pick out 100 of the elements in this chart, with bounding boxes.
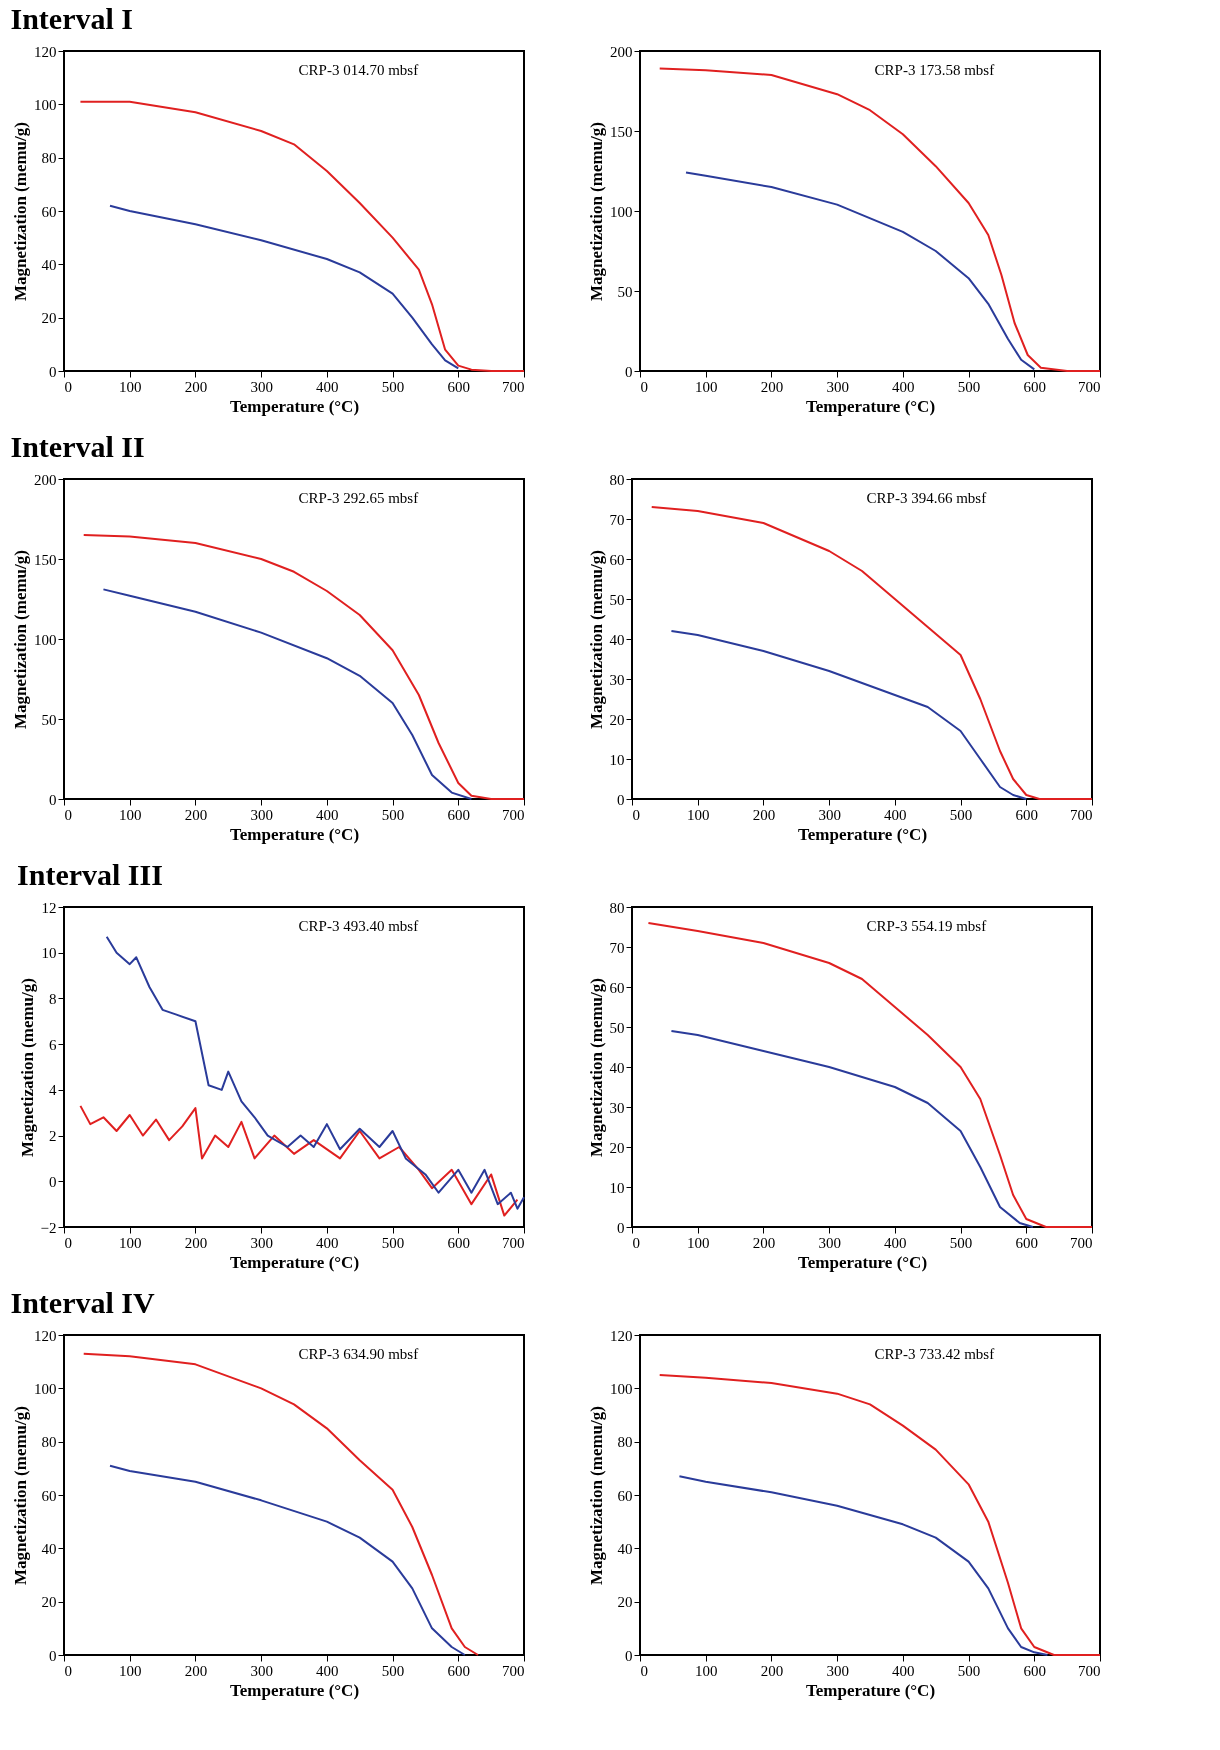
x-tick-label: 0 [640, 378, 648, 395]
x-tick-label: 300 [826, 1662, 849, 1679]
x-tick-label: 0 [64, 1662, 72, 1679]
chart-title: Interval III [17, 858, 163, 891]
y-tick-label: 20 [609, 1139, 625, 1156]
annotation: CRP-3 493.40 mbsf [298, 918, 419, 934]
y-axis-title: Magnetization (memu/g) [586, 550, 606, 729]
y-tick-label: −2 [40, 1219, 57, 1236]
x-tick-label: 400 [884, 1234, 907, 1251]
x-tick-label: 300 [818, 806, 841, 823]
x-axis-title: Temperature (°C) [797, 1252, 928, 1272]
x-tick-label: 700 [1078, 1662, 1101, 1679]
x-tick-label: 700 [1070, 1234, 1093, 1251]
y-tick-label: 200 [610, 43, 633, 60]
y-tick-label: 70 [609, 939, 625, 956]
line-series [109, 1464, 466, 1656]
x-tick-label: 600 [447, 1662, 471, 1679]
chart-title: Interval IV [10, 1286, 155, 1319]
y-axis-title: Magnetization (memu/g) [17, 978, 37, 1157]
y-tick-label: 0 [49, 363, 57, 380]
x-tick-label: 200 [760, 1662, 784, 1679]
line-series [670, 630, 1028, 800]
y-tick-label: 0 [617, 791, 625, 808]
line-series [685, 171, 1036, 371]
y-tick-label: 100 [34, 96, 57, 113]
x-tick-label: 500 [957, 1662, 981, 1679]
line-series [658, 1374, 1101, 1656]
x-tick-label: 100 [118, 806, 142, 823]
x-tick-label: 100 [118, 1234, 142, 1251]
x-tick-label: 500 [381, 806, 405, 823]
y-tick-label: 120 [610, 1327, 633, 1344]
x-tick-label: 500 [381, 1662, 405, 1679]
annotation: CRP-3 554.19 mbsf [866, 918, 987, 934]
y-axis-title: Magnetization (memu/g) [586, 978, 606, 1157]
y-tick-label: 10 [609, 1179, 625, 1196]
x-tick-label: 0 [64, 806, 72, 823]
y-tick-label: 60 [609, 979, 625, 996]
y-tick-label: 20 [41, 1594, 57, 1611]
y-tick-label: 12 [41, 899, 57, 916]
y-tick-label: 100 [610, 203, 633, 220]
x-tick-label: 400 [316, 1662, 339, 1679]
x-axis-title: Temperature (°C) [229, 396, 360, 416]
x-tick-label: 100 [118, 1662, 142, 1679]
y-tick-label: 40 [609, 1059, 625, 1076]
x-tick-label: 0 [64, 378, 72, 395]
annotation: CRP-3 394.66 mbsf [866, 490, 987, 506]
x-tick-label: 700 [502, 806, 525, 823]
x-tick-label: 700 [502, 378, 525, 395]
y-tick-label: 80 [609, 471, 625, 488]
y-tick-label: 20 [609, 711, 625, 728]
y-tick-label: 0 [49, 1647, 57, 1664]
y-tick-label: 50 [609, 591, 625, 608]
x-tick-label: 500 [381, 1234, 405, 1251]
y-tick-label: 20 [41, 310, 57, 327]
y-tick-label: 40 [617, 1540, 633, 1557]
y-tick-label: 60 [617, 1487, 633, 1504]
x-tick-label: 400 [316, 1234, 339, 1251]
chart-title: Interval I [10, 2, 133, 35]
annotation: CRP-3 014.70 mbsf [298, 62, 419, 78]
x-tick-label: 400 [316, 806, 339, 823]
annotation: CRP-3 733.42 mbsf [874, 1346, 995, 1362]
x-tick-label: 500 [949, 806, 973, 823]
x-tick-label: 600 [1015, 806, 1039, 823]
y-axis-title: Magnetization (memu/g) [11, 122, 30, 301]
y-tick-label: 50 [41, 711, 57, 728]
y-tick-label: 100 [34, 631, 57, 648]
annotation: CRP-3 634.90 mbsf [298, 1346, 419, 1362]
x-tick-label: 400 [892, 378, 915, 395]
line-series [647, 922, 1093, 1228]
annotation: CRP-3 292.65 mbsf [298, 490, 419, 506]
y-tick-label: 100 [610, 1380, 633, 1397]
y-tick-label: 30 [609, 1099, 625, 1116]
y-tick-label: 4 [49, 1082, 57, 1099]
x-tick-label: 300 [250, 806, 273, 823]
y-tick-label: 70 [609, 511, 625, 528]
x-tick-label: 500 [381, 378, 405, 395]
x-tick-label: 200 [752, 1234, 776, 1251]
x-tick-label: 200 [184, 1662, 208, 1679]
x-tick-label: 300 [818, 1234, 841, 1251]
x-tick-label: 600 [1023, 1662, 1047, 1679]
x-axis-title: Temperature (°C) [229, 1680, 360, 1700]
x-tick-label: 100 [686, 806, 710, 823]
y-tick-label: 6 [49, 1036, 57, 1053]
x-tick-label: 300 [826, 378, 849, 395]
x-tick-label: 600 [447, 806, 471, 823]
y-tick-label: 50 [617, 283, 633, 300]
y-tick-label: 60 [41, 1487, 57, 1504]
annotation: CRP-3 173.58 mbsf [874, 62, 995, 78]
line-series [102, 588, 473, 800]
y-tick-label: 80 [617, 1434, 633, 1451]
x-tick-label: 400 [884, 806, 907, 823]
y-tick-label: 30 [609, 671, 625, 688]
y-tick-label: 0 [625, 1647, 633, 1664]
x-tick-label: 100 [118, 378, 142, 395]
y-axis-title: Magnetization (memu/g) [587, 1406, 606, 1585]
y-tick-label: 0 [617, 1219, 625, 1236]
y-tick-label: 150 [610, 123, 633, 140]
x-axis-title: Temperature (°C) [805, 1680, 936, 1700]
x-tick-label: 200 [184, 1234, 208, 1251]
x-axis-title: Temperature (°C) [229, 824, 360, 844]
